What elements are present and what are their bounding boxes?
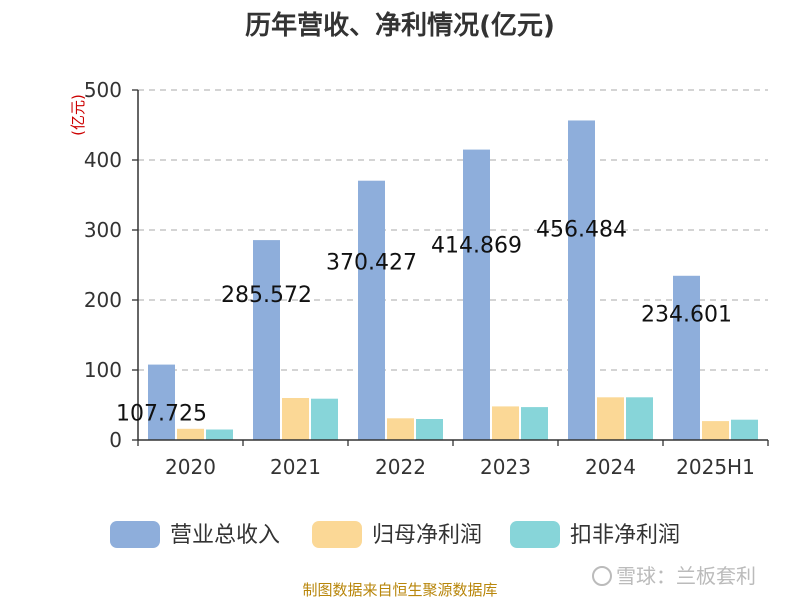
x-tick-label: 2020 [165, 455, 216, 479]
bar-归母净利润 [177, 428, 204, 440]
bar-营业总收入 [673, 275, 700, 440]
source-note: 制图数据来自恒生聚源数据库 [302, 581, 497, 599]
x-tick-label: 2023 [480, 455, 531, 479]
bar-扣非净利润 [416, 419, 443, 440]
y-tick-label: 0 [109, 428, 122, 452]
y-tick-label: 100 [84, 358, 122, 382]
data-label: 285.572 [221, 283, 312, 308]
bar-营业总收入 [463, 149, 490, 440]
bars [148, 120, 758, 441]
data-label: 234.601 [641, 303, 732, 328]
x-tick-labels: 2020 2021 2022 2023 2024 2025H1 [165, 455, 755, 479]
y-axis-unit: (亿元) [69, 94, 87, 136]
y-tick-labels: 0 100 200 300 400 500 [84, 78, 122, 452]
data-label: 414.869 [431, 233, 522, 258]
y-tick-label: 200 [84, 288, 122, 312]
x-tick-label: 2022 [375, 455, 426, 479]
data-label: 456.484 [536, 217, 627, 242]
x-tick-label: 2025H1 [676, 455, 755, 479]
data-labels: 107.725 285.572 370.427 414.869 456.484 234.6… [116, 217, 732, 426]
bar-归母净利润 [282, 398, 309, 440]
legend-label: 归母净利润 [372, 523, 482, 548]
watermark: 雪球：兰板套利 [592, 564, 756, 588]
bar-营业总收入 [358, 180, 385, 440]
data-label: 370.427 [326, 250, 417, 275]
x-tick-label: 2024 [585, 455, 636, 479]
bar-归母净利润 [702, 421, 729, 440]
bar-归母净利润 [597, 397, 624, 440]
x-tick-label: 2021 [270, 455, 321, 479]
legend-label: 扣非净利润 [570, 523, 680, 548]
legend-swatch [312, 521, 362, 548]
legend: 营业总收入 归母净利润 扣非净利润 [110, 521, 680, 548]
gridlines [132, 89, 768, 441]
bar-营业总收入 [148, 364, 175, 440]
legend-swatch [110, 521, 160, 548]
bar-营业总收入 [568, 120, 595, 441]
bar-归母净利润 [492, 406, 519, 440]
legend-label: 营业总收入 [170, 523, 280, 548]
legend-swatch [510, 521, 560, 548]
bar-扣非净利润 [521, 407, 548, 440]
bar-扣非净利润 [311, 398, 338, 440]
y-tick-label: 500 [84, 78, 122, 102]
bar-扣非净利润 [731, 419, 758, 440]
axes [137, 90, 769, 446]
data-label: 107.725 [116, 402, 207, 427]
bar-归母净利润 [387, 418, 414, 440]
bar-扣非净利润 [206, 429, 233, 440]
chart-title: 历年营收、净利情况(亿元) [245, 10, 555, 41]
y-tick-label: 400 [84, 148, 122, 172]
watermark-logo-icon [592, 566, 612, 586]
bar-营业总收入 [253, 240, 280, 440]
y-tick-label: 300 [84, 218, 122, 242]
bar-扣非净利润 [626, 397, 653, 440]
watermark-text: 雪球：兰板套利 [616, 564, 756, 588]
